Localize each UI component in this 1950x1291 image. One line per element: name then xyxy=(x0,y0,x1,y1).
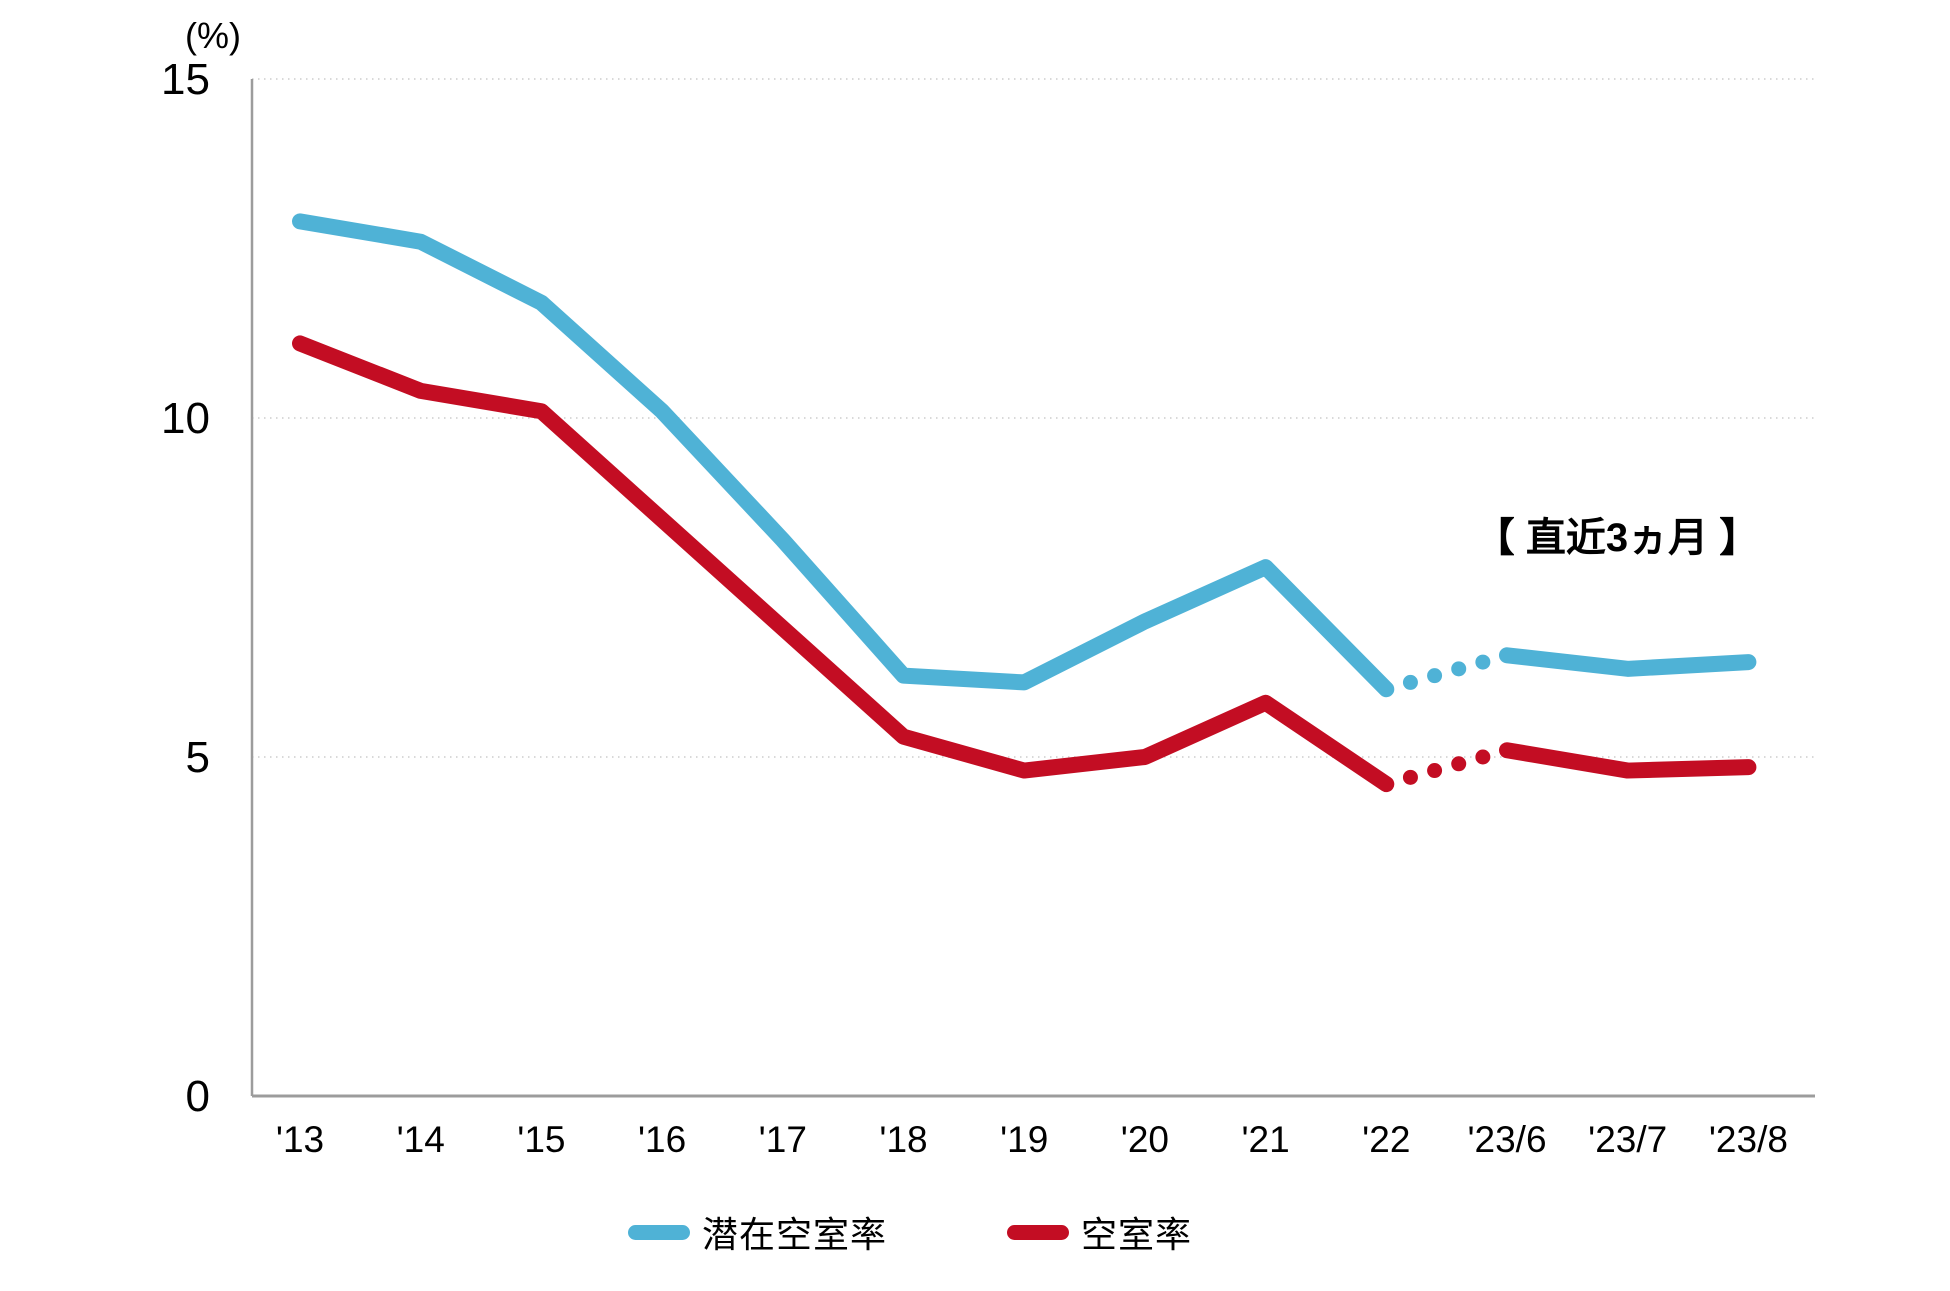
series-line-solid-a-0 xyxy=(292,213,1395,698)
x-tick-label-1: '13 xyxy=(276,1119,324,1160)
legend-swatch-potential-vacancy xyxy=(627,1224,690,1240)
chart-legend: 潜在空室率 空室率 xyxy=(0,1206,1950,1258)
x-tick-label-5: '17 xyxy=(759,1119,807,1160)
x-tick-label-7: '19 xyxy=(1000,1119,1048,1160)
legend-swatch-vacancy xyxy=(1007,1224,1069,1240)
legend-item-vacancy: 空室率 xyxy=(1007,1206,1192,1258)
y-tick-label-5: 5 xyxy=(186,733,210,782)
x-tick-label-12: '23/7 xyxy=(1588,1119,1667,1160)
series-dot-1-2 xyxy=(1427,763,1443,779)
x-tick-label-2: '14 xyxy=(397,1119,445,1160)
series-line-solid-a-1 xyxy=(292,335,1395,793)
x-tick-label-11: '23/6 xyxy=(1467,1119,1546,1160)
series-dot-1-1 xyxy=(1402,769,1418,785)
y-tick-label-0: 0 xyxy=(186,1072,210,1121)
x-tick-label-3: '15 xyxy=(517,1119,565,1160)
series-dot-0-1 xyxy=(1402,674,1418,690)
x-tick-label-10: '22 xyxy=(1362,1119,1410,1160)
recent-3-months-annotation: 【 直近3ヵ月 】 xyxy=(1475,516,1759,560)
legend-label-potential-vacancy: 潜在空室率 xyxy=(701,1214,887,1255)
y-tick-label-10: 10 xyxy=(161,394,210,443)
series-line-solid-b-0 xyxy=(1499,647,1757,677)
series-line-solid-b-1 xyxy=(1499,742,1757,779)
series-dot-1-4 xyxy=(1475,749,1491,765)
x-tick-label-13: '23/8 xyxy=(1709,1119,1788,1160)
x-tick-label-9: '21 xyxy=(1241,1119,1289,1160)
x-tick-label-6: '18 xyxy=(879,1119,927,1160)
legend-label-vacancy: 空室率 xyxy=(1081,1214,1193,1255)
y-tick-label-15: 15 xyxy=(161,55,210,104)
y-axis-unit-label: (%) xyxy=(185,15,241,56)
series-dot-0-2 xyxy=(1427,668,1443,684)
series-dot-0-4 xyxy=(1475,654,1491,670)
series-dot-1-3 xyxy=(1451,756,1467,772)
series-dot-0-3 xyxy=(1451,661,1467,677)
legend-item-potential-vacancy: 潜在空室率 xyxy=(627,1206,887,1258)
x-tick-label-8: '20 xyxy=(1121,1119,1169,1160)
x-tick-label-4: '16 xyxy=(638,1119,686,1160)
